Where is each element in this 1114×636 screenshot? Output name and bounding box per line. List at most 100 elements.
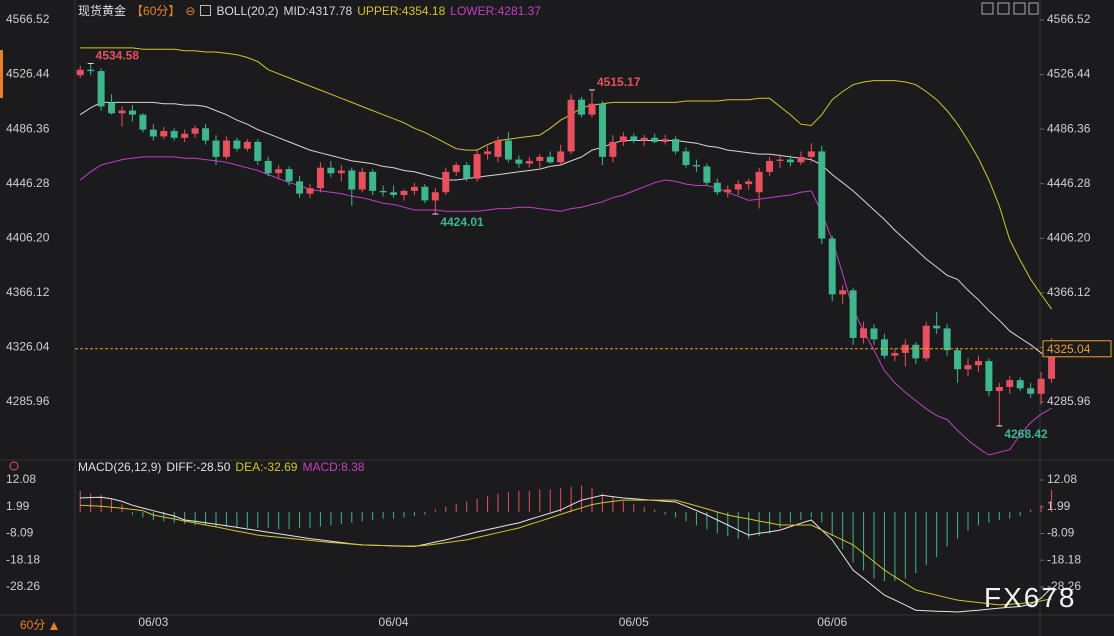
candle-body — [525, 160, 533, 164]
candle-body — [254, 141, 262, 161]
candle-body — [379, 190, 387, 193]
candle-body — [400, 190, 408, 195]
period[interactable]: 【60分】 — [131, 4, 181, 18]
candle-body — [609, 141, 617, 157]
candle-body — [860, 328, 868, 338]
macd-line — [80, 494, 1052, 613]
y-tick-label: 4526.44 — [6, 67, 50, 81]
y-tick-label: 4406.20 — [1047, 230, 1091, 244]
candle-body — [766, 160, 774, 172]
candle-body — [797, 156, 805, 163]
macd-line — [80, 499, 1052, 606]
candle-body — [745, 181, 753, 185]
candle-body — [515, 159, 523, 164]
side-marker — [0, 50, 3, 98]
y-tick-label: 12.08 — [1047, 472, 1077, 486]
candle-body — [995, 386, 1003, 392]
candle-body — [734, 184, 742, 190]
candle-body — [202, 128, 210, 141]
extreme-label: 4424.01 — [440, 215, 484, 229]
candle-body — [588, 103, 596, 115]
candle-body — [724, 189, 732, 193]
candle-body — [442, 171, 450, 193]
x-tick-label: 06/05 — [619, 615, 649, 629]
candle-body — [640, 137, 648, 141]
legend-entry: MID:4317.78 — [283, 3, 353, 18]
tool-icon[interactable] — [1013, 2, 1026, 15]
candle-body — [1006, 380, 1014, 387]
candle-body — [567, 99, 575, 152]
x-tick-label: 06/03 — [138, 615, 168, 629]
candle-body — [630, 136, 638, 141]
candle-body — [170, 130, 178, 138]
candle-body — [316, 167, 324, 189]
candle-body — [327, 167, 335, 174]
candle-body — [139, 114, 147, 130]
candle-body — [473, 154, 481, 179]
candle-body — [985, 361, 993, 392]
macd-header: MACD(26,12,9) DIFF:-28.50 DEA:-32.69 MAC… — [78, 460, 364, 474]
extreme-label: 4268.42 — [1004, 427, 1048, 441]
candle-body — [849, 290, 857, 338]
candle-body — [807, 151, 815, 157]
boll-line — [79, 156, 1052, 456]
tool-icon[interactable] — [981, 2, 994, 15]
candle-body — [118, 110, 126, 114]
instrument: 现货黄金 — [78, 4, 127, 18]
x-tick-label: 06/06 — [817, 615, 847, 629]
legend-entry: DEA:-32.69 — [235, 460, 298, 474]
y-tick-label: 4526.44 — [1047, 67, 1091, 81]
y-tick-label: 4566.52 — [1047, 12, 1091, 26]
candle-body — [1016, 380, 1024, 389]
period-arrow[interactable] — [50, 622, 58, 630]
candle-body — [1048, 348, 1056, 379]
indicator: MACD(26,12,9) — [78, 460, 162, 474]
indicator-box[interactable] — [200, 5, 212, 16]
candle-body — [661, 139, 669, 142]
candle-body — [912, 344, 920, 359]
main-header: 现货黄金 【60分】 ⊖ BOLL(20,2) MID:4317.78 UPPE… — [78, 2, 541, 19]
y-tick-label: -18.18 — [1047, 552, 1081, 566]
legend-entry: MACD:8.38 — [302, 460, 365, 474]
candle-body — [828, 238, 836, 295]
tool-icon[interactable] — [1028, 2, 1039, 15]
candle-body — [421, 186, 429, 201]
candle-body — [160, 130, 168, 137]
y-tick-label: -8.09 — [1047, 526, 1075, 540]
candle-body — [954, 350, 962, 370]
candle-body — [222, 140, 230, 157]
candle-body — [891, 352, 899, 356]
legend-entry: DIFF:-28.50 — [166, 460, 231, 474]
candle-body — [97, 71, 105, 107]
y-tick-label: 4486.36 — [6, 121, 50, 135]
candle-body — [369, 171, 377, 191]
candle-body — [128, 110, 136, 115]
candle-body — [410, 186, 418, 191]
y-tick-label: 4326.04 — [6, 340, 50, 354]
candle-body — [755, 171, 763, 193]
candle-body — [536, 156, 544, 161]
indicator-icon[interactable] — [9, 461, 19, 471]
toggle-icon[interactable]: ⊖ — [185, 3, 196, 18]
y-tick-label: 4446.28 — [6, 176, 50, 190]
period-label[interactable]: 60分 — [20, 618, 45, 632]
candle-body — [494, 140, 502, 157]
y-tick-label: 1.99 — [6, 499, 30, 513]
extreme-label: 4534.58 — [96, 49, 140, 63]
toolbar — [981, 2, 1039, 15]
y-tick-label: 4406.20 — [6, 230, 50, 244]
current-price-box — [1042, 340, 1112, 358]
boll-line — [80, 47, 1053, 310]
candle-body — [1027, 388, 1035, 394]
candle-body — [275, 169, 283, 174]
candle-body — [504, 140, 512, 160]
indicator: BOLL(20,2) — [216, 3, 279, 18]
candle-body — [452, 165, 460, 172]
candle-body — [880, 339, 888, 356]
y-tick-label: 4566.52 — [6, 12, 50, 26]
tool-icon[interactable] — [997, 2, 1010, 15]
candle-body — [431, 192, 439, 201]
candle-body — [703, 166, 711, 183]
